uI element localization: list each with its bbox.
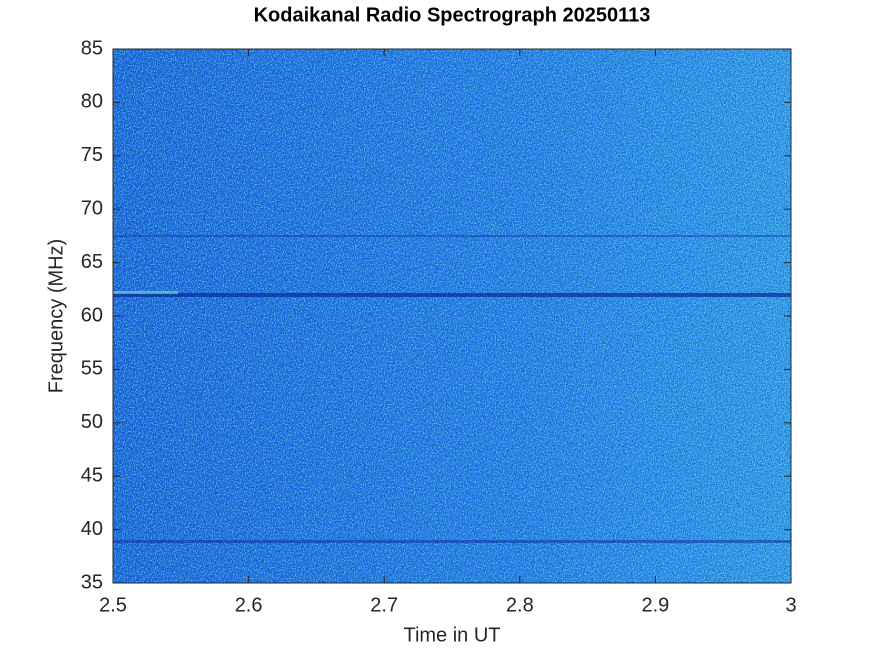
y-tick-label: 65 xyxy=(81,251,103,273)
dark-band xyxy=(113,235,791,237)
y-tick-label: 35 xyxy=(81,571,103,593)
dark-band xyxy=(113,540,791,543)
y-tick-label: 50 xyxy=(81,411,103,433)
x-tick-label: 3 xyxy=(785,594,796,616)
spectrogram xyxy=(113,49,791,583)
x-tick-label: 2.6 xyxy=(235,594,263,616)
y-tick-label: 60 xyxy=(81,304,103,326)
x-tick-label: 2.7 xyxy=(370,594,398,616)
spectrogram-noise-light xyxy=(113,49,791,583)
y-tick-label: 80 xyxy=(81,91,103,113)
dark-band xyxy=(113,293,791,297)
y-tick-label: 75 xyxy=(81,144,103,166)
x-axis-label: Time in UT xyxy=(403,624,500,646)
y-tick-label: 55 xyxy=(81,358,103,380)
x-tick-label: 2.8 xyxy=(506,594,534,616)
x-tick-label: 2.9 xyxy=(641,594,669,616)
y-tick-label: 45 xyxy=(81,464,103,486)
chart-title: Kodaikanal Radio Spectrograph 20250113 xyxy=(254,4,651,26)
x-tick-label: 2.5 xyxy=(99,594,127,616)
y-tick-label: 40 xyxy=(81,518,103,540)
y-tick-label: 85 xyxy=(81,37,103,59)
y-axis-label: Frequency (MHz) xyxy=(45,239,67,393)
bright-band xyxy=(113,291,178,294)
y-tick-label: 70 xyxy=(81,197,103,219)
